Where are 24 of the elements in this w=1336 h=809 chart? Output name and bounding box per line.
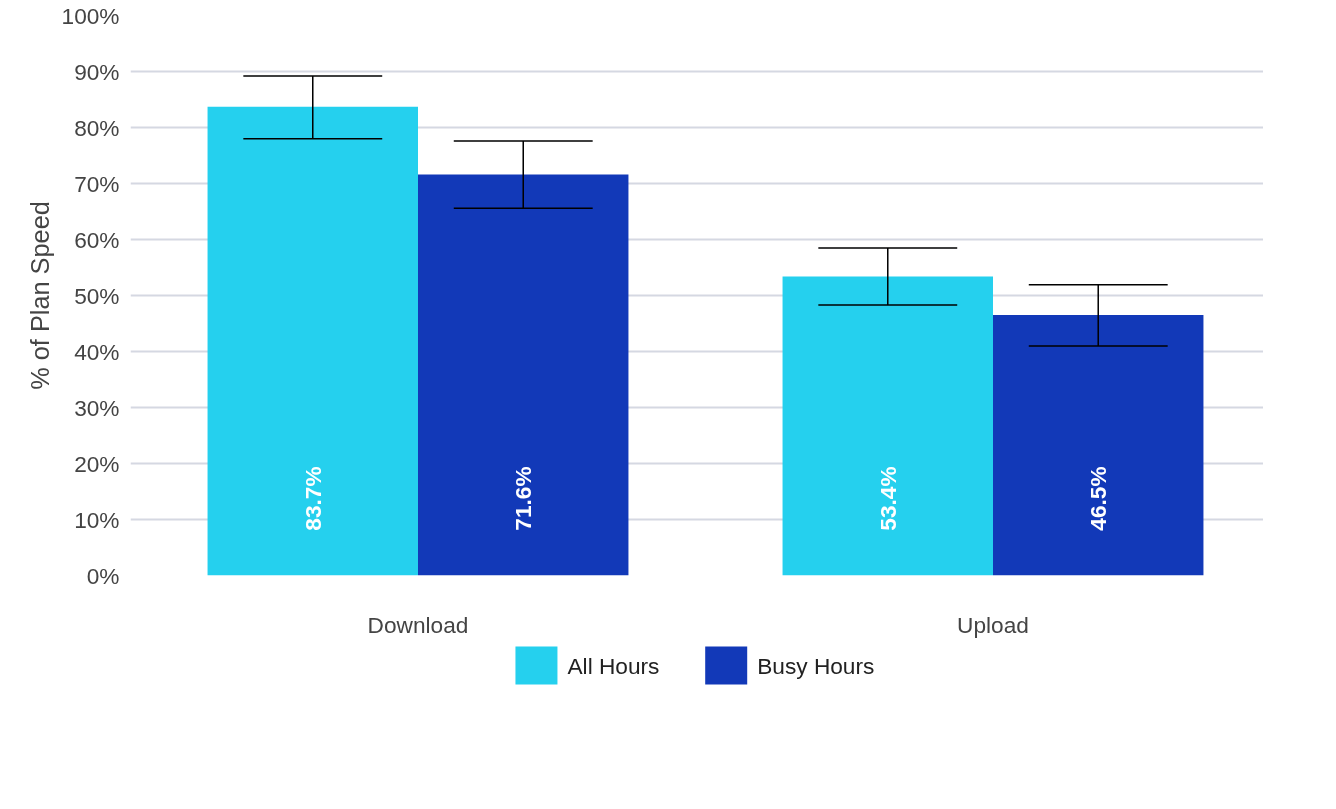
data-label: 71.6%	[510, 466, 537, 531]
legend-label: All Hours	[567, 652, 660, 679]
x-tick-label: Upload	[957, 611, 1029, 638]
x-tick-label: Download	[367, 611, 469, 638]
data-label: 46.5%	[1085, 466, 1112, 531]
y-tick-label: 0%	[86, 562, 120, 589]
y-tick-label: 20%	[74, 450, 120, 477]
y-tick-label: 90%	[74, 58, 120, 85]
bar	[418, 174, 629, 576]
bar	[207, 106, 418, 576]
y-axis-title: % of Plan Speed	[25, 201, 54, 390]
y-tick-label: 40%	[74, 338, 120, 365]
y-tick-label: 100%	[61, 2, 120, 29]
y-tick-label: 80%	[74, 114, 120, 141]
y-tick-label: 30%	[74, 394, 120, 421]
y-tick-label: 10%	[74, 506, 120, 533]
y-tick-label: 50%	[74, 282, 120, 309]
data-label: 83.7%	[299, 466, 326, 531]
data-label: 53.4%	[874, 466, 901, 531]
legend-label: Busy Hours	[757, 652, 875, 679]
bar	[993, 315, 1204, 576]
bar	[782, 276, 993, 576]
y-tick-label: 60%	[74, 226, 120, 253]
y-tick-label: 70%	[74, 170, 120, 197]
